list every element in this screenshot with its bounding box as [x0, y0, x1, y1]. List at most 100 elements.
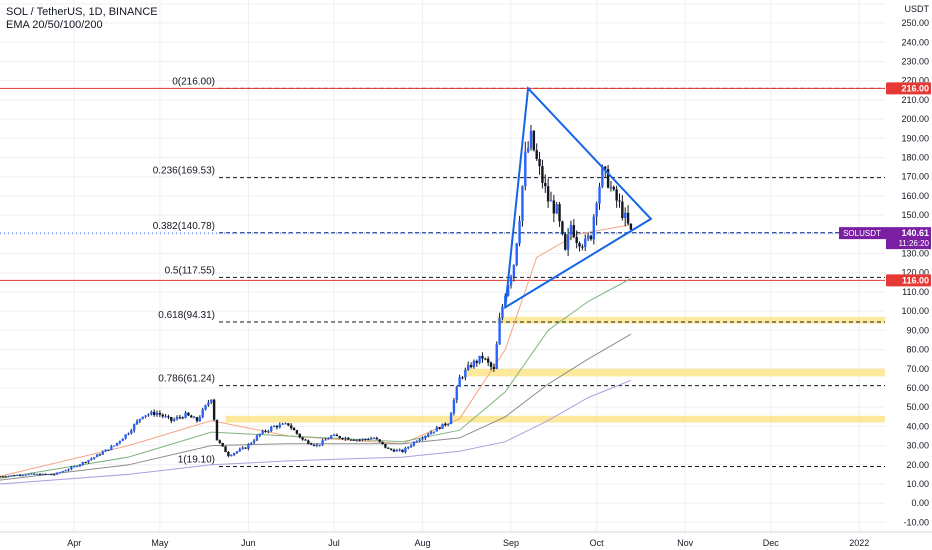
fib-level-label: 0.5(117.55) — [165, 265, 215, 276]
candle-body — [270, 426, 273, 431]
y-tick-label: 90.00 — [906, 325, 929, 335]
candle-body — [30, 473, 33, 475]
candle-body — [418, 439, 421, 442]
candle-body — [258, 433, 261, 436]
candle-body — [612, 186, 615, 190]
candle-body — [321, 440, 324, 445]
candle-body — [227, 452, 230, 457]
candle-body — [150, 411, 153, 415]
candle-body — [581, 246, 584, 248]
candle-body — [429, 432, 433, 435]
candle-body — [90, 458, 93, 460]
candle-body — [464, 369, 467, 378]
candle-body — [95, 454, 99, 458]
x-tick-label: Aug — [415, 538, 431, 548]
candle-body — [61, 471, 65, 473]
candle-body — [461, 377, 464, 379]
candle-body — [267, 430, 270, 432]
candle-body — [261, 430, 264, 434]
candle-body — [407, 446, 410, 448]
candle-body — [592, 216, 596, 240]
candle-body — [458, 377, 461, 387]
candle-body — [170, 417, 173, 421]
candle-body — [449, 413, 453, 425]
candle-body — [544, 182, 547, 187]
candle-body — [349, 439, 353, 441]
candle-body — [569, 225, 573, 235]
y-tick-label: 10.00 — [906, 479, 929, 489]
candle-body — [198, 417, 202, 422]
candle-body — [421, 438, 424, 440]
fib-level-label: 0.382(140.78) — [153, 221, 215, 232]
candle-body — [281, 423, 284, 425]
candle-body — [272, 425, 276, 427]
candle-body — [144, 415, 147, 417]
y-tick-label: 120.00 — [901, 268, 929, 278]
candle-body — [438, 427, 441, 429]
candle-body — [367, 439, 370, 441]
x-tick-label: Sep — [503, 538, 519, 548]
y-tick-label: 0.00 — [911, 498, 929, 508]
candle-body — [187, 412, 190, 416]
candle-body — [104, 449, 107, 452]
fib-level-label: 0.618(94.31) — [158, 310, 215, 321]
candle-body — [601, 166, 604, 187]
candle-body — [452, 400, 456, 414]
candle-body — [224, 446, 227, 453]
candle-body — [15, 474, 19, 476]
candle-body — [58, 472, 62, 474]
y-tick-label: 250.00 — [901, 18, 929, 28]
y-tick-label: 60.00 — [906, 383, 929, 393]
candle-body — [532, 130, 536, 151]
y-tick-label: 150.00 — [901, 210, 929, 220]
candle-body — [315, 445, 319, 447]
candle-body — [292, 428, 296, 431]
triangle-pattern[interactable] — [504, 86, 653, 310]
candle-body — [572, 225, 576, 237]
candle-body — [529, 130, 533, 148]
candle-body — [441, 423, 444, 429]
candle-body — [81, 462, 84, 465]
ema-line — [0, 379, 632, 485]
candle-body — [289, 425, 293, 429]
candle-body — [515, 243, 518, 266]
candle-body — [535, 150, 538, 159]
candle-body — [538, 158, 541, 167]
candle-body — [455, 386, 458, 401]
candle-body — [232, 453, 236, 456]
candle-body — [24, 474, 27, 476]
y-tick-label: 100.00 — [901, 306, 929, 316]
support-zone — [496, 316, 885, 324]
candle-body — [586, 235, 590, 239]
y-tick-label: 30.00 — [906, 441, 929, 451]
level-tag-label: 116.00 — [902, 275, 929, 285]
candle-body — [135, 420, 139, 425]
candle-body — [355, 439, 359, 441]
candle-body — [244, 447, 247, 449]
candle-body — [167, 416, 170, 418]
candle-body — [398, 449, 401, 451]
y-tick-label: 160.00 — [901, 191, 929, 201]
candle-body — [486, 358, 490, 363]
candle-body — [264, 430, 267, 432]
candle-body — [498, 318, 501, 345]
candle-body — [247, 444, 250, 449]
candle-body — [358, 439, 361, 441]
symbol-tag-label: SOLUSDT — [843, 229, 881, 238]
y-tick-label: 20.00 — [906, 460, 929, 470]
y-tick-label: -10.00 — [903, 517, 929, 527]
candle-body — [549, 200, 553, 202]
candle-body — [375, 437, 379, 440]
candle-body — [335, 434, 339, 437]
candle-body — [307, 440, 310, 444]
level-tag-label: 216.00 — [901, 83, 929, 93]
candle-body — [110, 446, 113, 451]
candle-body — [332, 434, 336, 436]
candle-body — [478, 355, 481, 363]
candle-body — [372, 437, 376, 439]
candle-body — [107, 449, 110, 451]
candle-body — [595, 203, 598, 217]
x-tick-label: May — [151, 538, 169, 548]
candle-body — [466, 365, 470, 370]
